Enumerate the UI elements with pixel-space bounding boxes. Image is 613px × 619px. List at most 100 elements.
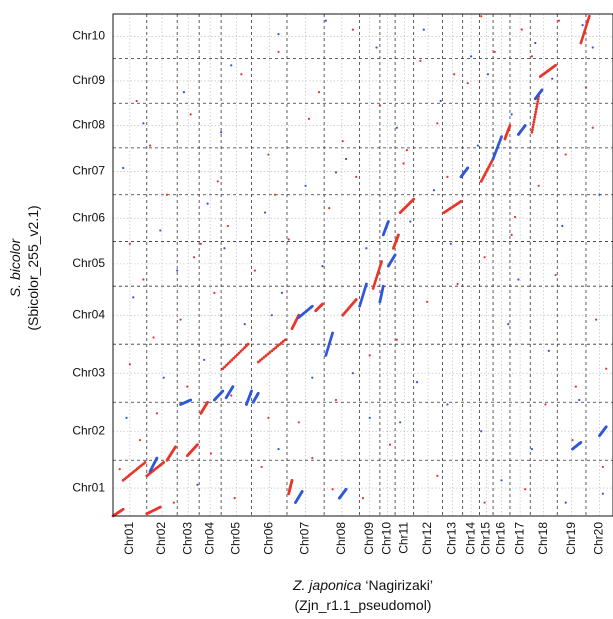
alignment-point	[230, 394, 233, 397]
chromosome-grid	[113, 14, 613, 516]
alignment-point	[142, 278, 145, 281]
alignment-point	[584, 86, 588, 89]
alignment-point	[520, 28, 523, 31]
alignment-point	[274, 193, 277, 196]
alignment-point	[375, 46, 378, 49]
alignment-point	[436, 122, 439, 125]
alignment-segment-point	[278, 343, 281, 346]
alignment-point	[466, 82, 469, 85]
alignment-segment-point	[264, 354, 268, 358]
alignment-segment-point	[221, 389, 225, 393]
alignment-segment-point	[536, 100, 540, 104]
alignment-point	[351, 28, 354, 31]
alignment-point	[561, 224, 564, 228]
alignment-segment-point	[260, 357, 264, 361]
alignment-point	[209, 452, 213, 455]
x-axis-line-1: Z. japonica ‘Nagirizaki’	[292, 577, 433, 593]
alignment-segment-point	[283, 338, 287, 342]
alignment-point	[206, 202, 209, 205]
x-tick-label: Chr09	[362, 522, 376, 555]
alignment-point	[564, 153, 567, 156]
alignment-point	[317, 90, 321, 94]
x-tick-label: Chr18	[536, 522, 550, 555]
alignment-point	[311, 456, 314, 460]
alignment-point	[128, 363, 131, 366]
alignment-point	[277, 447, 280, 451]
alignment-segment-point	[459, 200, 463, 203]
alignment-point	[341, 140, 344, 143]
alignment-segment-point	[587, 14, 591, 18]
alignment-segment-point	[268, 351, 272, 354]
alignment-point	[240, 73, 243, 76]
alignment-segment-point	[500, 135, 503, 139]
alignment-segment-point	[225, 363, 228, 367]
x-tick-label: Chr01	[122, 522, 136, 555]
alignment-point	[345, 157, 348, 161]
alignment-segment-point	[234, 355, 237, 358]
x-tick-label: Chr19	[564, 522, 578, 555]
alignment-segment-point	[364, 282, 368, 286]
alignment-segment-point	[266, 352, 270, 356]
x-tick-label: Chr13	[445, 522, 459, 555]
alignment-point	[486, 73, 490, 76]
alignment-point	[524, 488, 527, 491]
alignment-point	[243, 323, 246, 326]
alignment-point	[598, 193, 601, 196]
alignment-point	[159, 229, 162, 232]
alignment-point	[513, 215, 517, 219]
x-tick-label: Chr15	[478, 522, 492, 555]
alignment-point	[544, 403, 547, 406]
alignment-point	[361, 497, 365, 500]
alignment-point	[517, 278, 520, 281]
alignment-point	[182, 90, 186, 94]
alignment-segment-point	[281, 339, 285, 343]
alignment-point	[578, 398, 581, 402]
alignment-segment-point	[155, 456, 159, 460]
alignment-point	[574, 385, 577, 388]
alignment-point	[267, 153, 270, 156]
alignment-segment-point	[533, 113, 537, 116]
alignment-segment-point	[223, 365, 227, 369]
alignment-point	[470, 55, 473, 58]
y-tick-labels: Chr01 Chr02 Chr03 Chr04 Chr05 Chr06 Chr07 Chr08…	[72, 28, 105, 494]
alignment-point	[162, 376, 165, 379]
y-tick-label: Chr10	[72, 28, 105, 42]
alignment-segment-point	[256, 360, 260, 364]
alignment-segment-point	[554, 63, 557, 67]
y-tick-label: Chr09	[72, 73, 105, 87]
alignment-point	[446, 175, 449, 178]
alignment-segment-point	[331, 331, 334, 335]
alignment-point	[480, 430, 483, 433]
alignment-point	[378, 104, 381, 107]
alignment-segment-point	[162, 461, 166, 464]
alignment-point	[216, 180, 219, 183]
alignment-point	[409, 220, 412, 223]
alignment-point	[419, 59, 422, 62]
alignment-segment-point	[258, 359, 262, 362]
alignment-segment-point	[321, 302, 324, 306]
alignment-point	[432, 189, 436, 192]
alignment-point	[591, 126, 594, 129]
alignment-point	[152, 336, 155, 339]
alignment-segment-point	[523, 124, 527, 127]
alignment-point	[132, 296, 135, 299]
alignment-point	[223, 247, 226, 250]
alignment-point	[483, 256, 486, 259]
alignment-point	[125, 416, 128, 419]
x-tick-label: Chr08	[334, 522, 348, 555]
alignment-point	[456, 282, 459, 286]
alignment-point	[422, 28, 425, 31]
alignment-segment-point	[532, 120, 536, 124]
alignment-segment-point	[246, 342, 250, 346]
alignment-point	[128, 242, 131, 245]
alignment-point	[439, 99, 442, 103]
alignment-point	[510, 113, 513, 116]
alignment-segment-point	[604, 425, 608, 429]
alignment-point	[551, 77, 554, 80]
alignment-segment-point	[540, 88, 544, 92]
alignment-point	[189, 113, 192, 116]
alignment-point	[287, 238, 290, 241]
alignment-point	[605, 367, 608, 370]
alignment-segment-point	[244, 344, 248, 348]
